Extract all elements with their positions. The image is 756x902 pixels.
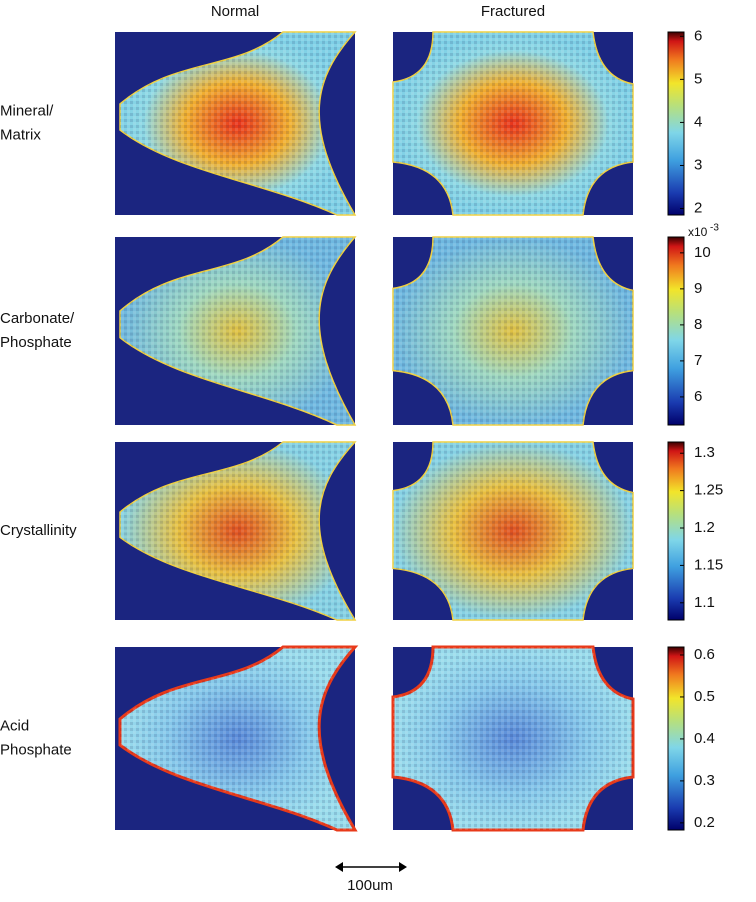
colorbar-tick-label: 0.3 <box>694 772 715 789</box>
map-texture <box>393 442 633 620</box>
row-label: Phosphate <box>0 334 72 351</box>
row-label: Carbonate/ <box>0 310 75 327</box>
colorbar-tick-label: 0.5 <box>694 688 715 705</box>
colorbar-tick-label: 0.6 <box>694 646 715 663</box>
map-texture <box>120 442 355 620</box>
row-label: Mineral/ <box>0 102 54 119</box>
scale-label: 100um <box>347 877 393 894</box>
colorbar-tick-label: 9 <box>694 280 702 297</box>
row-label: Crystallinity <box>0 522 77 539</box>
colorbar <box>667 441 685 621</box>
colorbar-tick-label: 2 <box>694 200 702 217</box>
row-label: Phosphate <box>0 741 72 758</box>
map-panel <box>392 31 634 216</box>
map-panel <box>115 236 357 426</box>
colorbar-tick-label: 0.4 <box>694 730 715 747</box>
colorbar-multiplier: x10 <box>688 225 708 239</box>
column-title: Fractured <box>481 3 545 20</box>
map-panel <box>115 441 357 621</box>
colorbar-tick-label: 1.2 <box>694 519 715 536</box>
map-texture <box>393 647 633 830</box>
row-label: Matrix <box>0 126 41 143</box>
colorbar-tick-label: 5 <box>694 70 702 87</box>
colorbar-tick-label: 1.3 <box>694 444 715 461</box>
map-texture <box>120 237 355 425</box>
colorbar-tick-label: 6 <box>694 388 702 405</box>
colorbar-tick-label: 6 <box>694 27 702 44</box>
colorbar-multiplier-exponent: -3 <box>710 223 719 234</box>
row-label: Acid <box>0 717 29 734</box>
colorbar-tick-label: 4 <box>694 113 702 130</box>
colorbar <box>667 236 685 426</box>
map-panel <box>391 645 635 832</box>
colorbar-tick-label: 7 <box>694 352 702 369</box>
scale-bar: 100um <box>335 862 407 894</box>
colorbar-tick-label: 1.25 <box>694 482 723 499</box>
colorbar-tick-label: 8 <box>694 316 702 333</box>
map-texture <box>120 32 355 215</box>
colorbar-tick-label: 1.15 <box>694 556 723 573</box>
map-panel <box>392 236 634 426</box>
map-texture <box>393 237 633 425</box>
map-panel <box>115 31 357 216</box>
colorbar <box>667 31 685 216</box>
colorbar-tick-label: 3 <box>694 156 702 173</box>
colorbar-tick-label: 10 <box>694 244 711 261</box>
map-texture <box>393 32 633 215</box>
colorbar-tick-label: 0.2 <box>694 814 715 831</box>
colorbar-tick-label: 1.1 <box>694 594 715 611</box>
column-title: Normal <box>211 3 259 20</box>
map-panel <box>115 645 359 832</box>
map-texture <box>120 647 355 830</box>
map-panel <box>392 441 634 621</box>
